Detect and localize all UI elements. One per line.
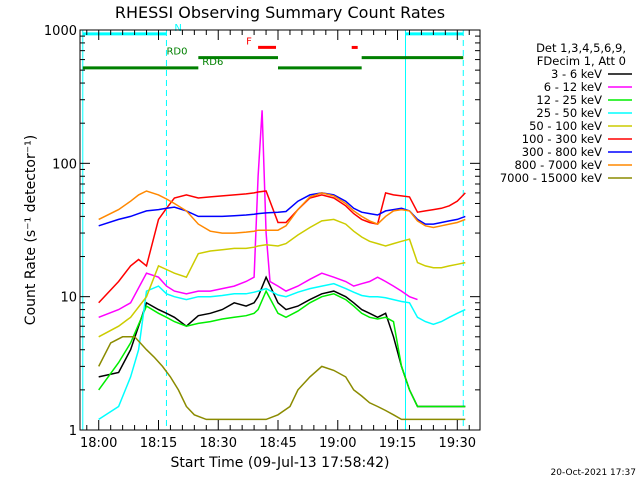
x-tick-label: 19:15 (379, 436, 416, 451)
legend-header: Det 1,3,4,5,6,9, (536, 41, 626, 55)
y-tick-label: 10 (60, 291, 77, 306)
plot-area: N RD0 RD6 F (82, 23, 466, 430)
legend-entry-label: 7000 - 15000 keV (500, 171, 602, 185)
y-tick-label: 1000 (44, 24, 77, 39)
series-line-3 (98, 289, 466, 408)
y-tick-label: 1 (69, 424, 77, 439)
legend-entry-label: 300 - 800 keV (522, 145, 602, 159)
series-group (82, 32, 466, 421)
x-tick-label: 18:45 (259, 436, 296, 451)
x-tick-label: 18:15 (140, 436, 177, 451)
plot-frame (79, 29, 481, 431)
timestamp: 20-Oct-2021 17:37 (551, 468, 636, 478)
chart-title: RHESSI Observing Summary Count Rates (115, 3, 445, 22)
series-line-4 (98, 282, 466, 421)
legend: Det 1,3,4,5,6,9,FDecim 1, Att 03 - 6 keV… (500, 41, 632, 185)
y-tick-label: 100 (52, 157, 77, 172)
legend-header: FDecim 1, Att 0 (537, 54, 626, 68)
legend-entry-label: 3 - 6 keV (551, 67, 602, 81)
x-tick-label: 18:00 (80, 436, 117, 451)
series-line-2 (98, 110, 418, 318)
series-line-5 (98, 218, 466, 338)
series-line-8 (98, 190, 466, 234)
x-tick-label: 19:00 (319, 436, 356, 451)
series-line-9 (98, 336, 466, 421)
state-bar-label: RD0 (166, 47, 187, 58)
legend-entry-label: 25 - 50 keV (536, 106, 602, 120)
state-bar-label: N (174, 23, 181, 34)
state-bar-label: F (246, 36, 252, 47)
series-line-6 (98, 190, 466, 304)
x-axis: 18:00 18:15 18:30 18:45 19:00 19:15 19:30 (80, 30, 476, 451)
legend-entry-label: 12 - 25 keV (536, 93, 602, 107)
legend-entry-label: 6 - 12 keV (544, 80, 602, 94)
x-tick-label: 18:30 (200, 436, 237, 451)
x-axis-label: Start Time (09-Jul-13 17:58:42) (170, 455, 389, 471)
y-axis-label: Count Rate (s⁻¹ detector⁻¹) (23, 135, 39, 325)
legend-entry-label: 800 - 7000 keV (514, 158, 602, 172)
state-bar-label: RD6 (202, 57, 223, 68)
legend-entry-label: 100 - 300 keV (522, 132, 602, 146)
legend-entry-label: 50 - 100 keV (529, 119, 602, 133)
x-tick-label: 19:30 (439, 436, 476, 451)
y-axis: 1 10 100 1000 (44, 24, 480, 439)
